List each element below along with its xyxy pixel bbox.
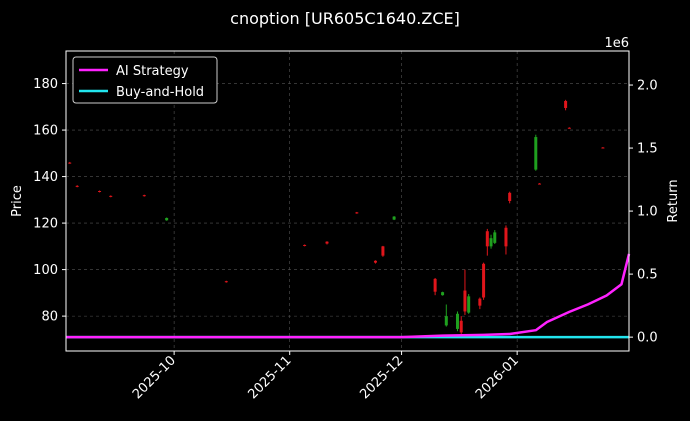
candle-body xyxy=(373,260,377,263)
legend: AI Strategy Buy-and-Hold xyxy=(72,56,218,104)
candle-body xyxy=(68,162,72,164)
y-right-tick-label: 1.5 xyxy=(637,142,658,157)
series-line-ai-strategy xyxy=(66,253,631,339)
chart-title: cnoption [UR605C1640.ZCE] xyxy=(230,9,460,28)
candle-body xyxy=(98,191,102,192)
y-right-tick-label: 1.0 xyxy=(637,205,658,220)
y-axis-left: 80 100 120 140 160 180 xyxy=(33,77,66,325)
y-axis-right-label: Return xyxy=(666,179,681,222)
legend-buy-and-hold-label: Buy-and-Hold xyxy=(116,85,204,100)
candle-body xyxy=(109,195,113,197)
y-left-tick-label: 140 xyxy=(33,170,58,185)
y-right-tick-label: 2.0 xyxy=(637,79,658,94)
candle-body xyxy=(601,147,605,149)
candle-body xyxy=(441,292,445,296)
candle-body xyxy=(493,232,497,243)
candle-body xyxy=(325,241,329,244)
return-lines xyxy=(66,253,631,339)
candle-body xyxy=(463,290,467,312)
y-axis-right-offset-text: 1e6 xyxy=(604,36,629,51)
plot-frame xyxy=(65,50,630,352)
candle-body xyxy=(433,278,437,292)
candle-body xyxy=(165,217,169,221)
candle-body xyxy=(534,137,538,170)
y-left-tick-label: 80 xyxy=(41,310,58,325)
candle-body xyxy=(504,227,508,247)
candle-body xyxy=(459,320,463,333)
candle-body xyxy=(538,183,542,185)
candle-body xyxy=(381,246,385,256)
candle-body xyxy=(142,195,146,197)
legend-ai-strategy-label: AI Strategy xyxy=(116,64,189,79)
candle-body xyxy=(355,212,359,214)
candle-body xyxy=(224,281,228,283)
candle-body xyxy=(444,316,448,326)
legend-box xyxy=(72,56,218,104)
candle-body xyxy=(482,263,486,298)
candle-body xyxy=(303,244,307,246)
y-left-tick-label: 100 xyxy=(33,263,58,278)
candle-body xyxy=(485,231,489,247)
candle-body xyxy=(508,192,512,201)
candle-body xyxy=(455,313,459,329)
y-axis-left-label: Price xyxy=(10,185,25,217)
candle-body xyxy=(567,127,571,129)
candle-body xyxy=(564,101,568,108)
y-right-tick-label: 0.5 xyxy=(637,268,658,283)
candle-body xyxy=(75,185,79,187)
candle-body xyxy=(392,216,396,220)
y-left-tick-label: 160 xyxy=(33,124,58,139)
candles xyxy=(68,99,605,339)
y-left-tick-label: 120 xyxy=(33,217,58,232)
y-axis-right: 0.0 0.5 1.0 1.5 2.0 xyxy=(629,79,658,346)
y-right-tick-label: 0.0 xyxy=(637,331,658,346)
candle-body xyxy=(489,238,493,247)
y-left-tick-label: 180 xyxy=(33,77,58,92)
candle-body xyxy=(467,296,471,313)
candle-body xyxy=(478,298,482,306)
